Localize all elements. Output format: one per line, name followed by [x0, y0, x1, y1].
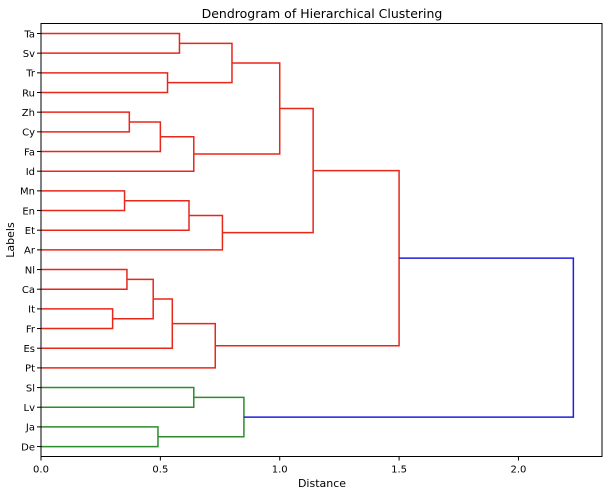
- leaf-label-ta: Ta: [23, 29, 35, 40]
- dendrogram-links: [41, 32, 575, 448]
- leaf-label-ar: Ar: [24, 246, 36, 257]
- leaf-label-pt: Pt: [25, 364, 35, 375]
- leaf-label-et: Et: [25, 226, 35, 237]
- leaf-label-fr: Fr: [26, 324, 36, 335]
- leaf-label-ja: Ja: [25, 423, 35, 434]
- chart-title: Dendrogram of Hierarchical Clustering: [202, 6, 443, 21]
- link-nl-ca: [41, 268, 128, 290]
- leaf-label-mn: Mn: [20, 187, 35, 198]
- link-m15-pt: [41, 322, 217, 369]
- leaf-label-it: It: [28, 305, 35, 316]
- leaf-label-de: De: [21, 442, 35, 453]
- link-m3-m6: [193, 62, 281, 155]
- leaf-label-es: Es: [23, 344, 35, 355]
- x-tick-label: 1.5: [391, 465, 407, 476]
- x-axis-ticks: 0.0 0.5 1.0 1.5 2.0: [33, 456, 526, 476]
- link-ja-de: [41, 426, 159, 448]
- leaf-label-en: En: [22, 206, 35, 217]
- plot-frame: [40, 23, 603, 457]
- link-mn-en: [41, 190, 126, 212]
- leaf-label-tr: Tr: [25, 69, 36, 80]
- y-axis-ticks: Ta Sv Tr Ru Zh Cy Fa Id Mn En Et Ar Nl Ca It Fr Es Pt Sl Lv…: [20, 29, 41, 453]
- leaf-label-zh: Zh: [22, 108, 35, 119]
- x-tick-label: 0.0: [33, 465, 49, 476]
- leaf-label-id: Id: [26, 167, 35, 178]
- x-tick-label: 0.5: [152, 465, 168, 476]
- link-it-fr: [41, 308, 114, 330]
- x-tick-label: 2.0: [510, 465, 526, 476]
- leaf-label-cy: Cy: [22, 128, 35, 139]
- leaf-label-ru: Ru: [22, 88, 35, 99]
- link-m11-m16: [215, 169, 400, 347]
- leaf-label-fa: Fa: [24, 147, 35, 158]
- leaf-label-lv: Lv: [24, 403, 36, 414]
- link-tr-ru: [41, 72, 169, 94]
- leaf-label-ca: Ca: [22, 285, 35, 296]
- x-tick-label: 1.0: [272, 465, 288, 476]
- leaf-label-sl: Sl: [26, 383, 35, 394]
- x-axis-label: Distance: [298, 477, 346, 490]
- link-m17-m20: [243, 257, 575, 418]
- leaf-label-nl: Nl: [25, 265, 35, 276]
- y-axis-label: Labels: [4, 222, 17, 258]
- leaf-label-sv: Sv: [23, 49, 35, 60]
